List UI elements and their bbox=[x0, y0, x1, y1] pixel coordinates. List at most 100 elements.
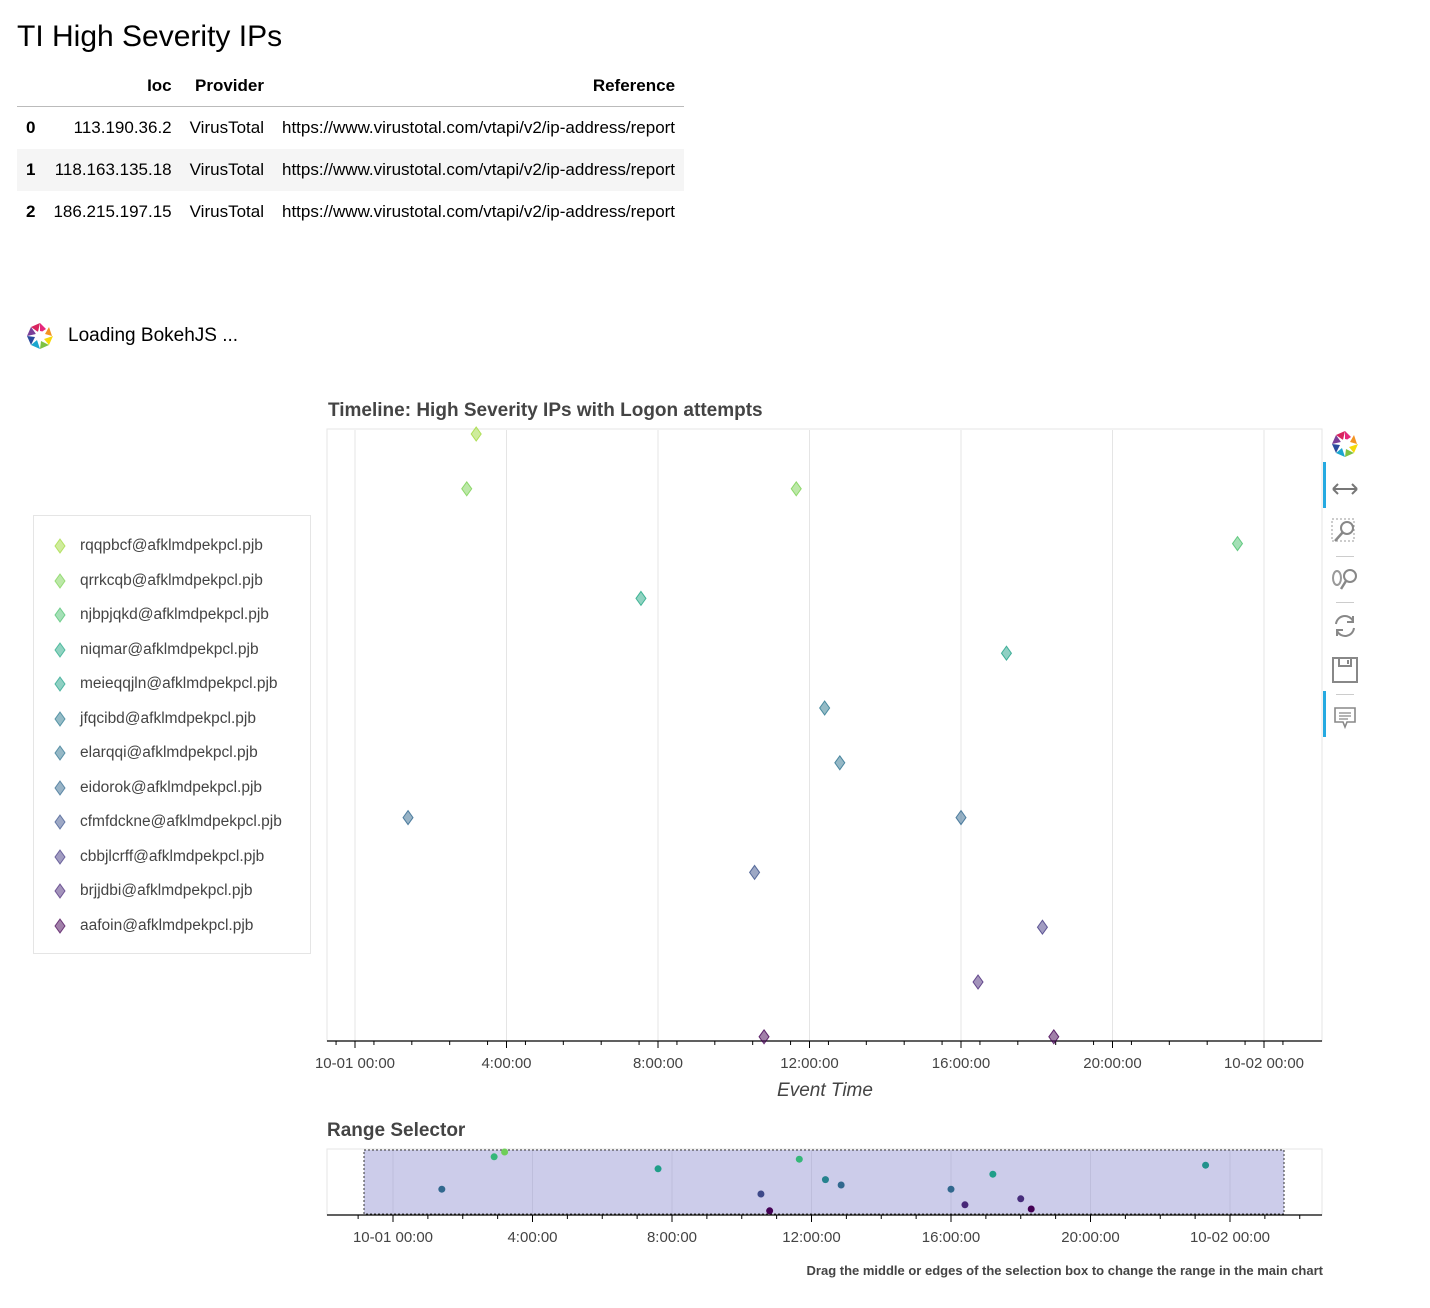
legend-diamond-icon bbox=[54, 814, 66, 830]
range-point bbox=[961, 1201, 969, 1209]
bokeh-logo-icon[interactable] bbox=[1328, 427, 1362, 461]
timeline-point[interactable] bbox=[1231, 535, 1244, 552]
ioc-cell: 113.190.36.2 bbox=[73, 118, 172, 137]
legend-label: eidorok@afklmdpekpcl.pjb bbox=[80, 778, 263, 796]
legend-item[interactable]: cbbjlcrff@afklmdpekpcl.pjb bbox=[54, 847, 264, 867]
provider-cell: VirusTotal bbox=[189, 118, 264, 137]
range-point bbox=[654, 1165, 662, 1173]
legend-label: qrrkcqb@afklmdpekpcl.pjb bbox=[80, 571, 263, 589]
index-header bbox=[17, 66, 45, 107]
timeline-x-tick-label: 8:00:00 bbox=[633, 1055, 683, 1072]
timeline-point[interactable] bbox=[748, 864, 761, 881]
legend-item[interactable]: rqqpbcf@afklmdpekpcl.pjb bbox=[54, 536, 263, 556]
legend-diamond-icon bbox=[54, 538, 66, 554]
save-icon[interactable] bbox=[1328, 653, 1362, 687]
legend-diamond-icon bbox=[54, 883, 66, 899]
reference-cell: https://www.virustotal.com/vtapi/v2/ip-a… bbox=[281, 118, 676, 137]
range-point bbox=[501, 1148, 509, 1156]
ioc-cell: 186.215.197.15 bbox=[53, 202, 172, 221]
range-x-tick-label: 16:00:00 bbox=[922, 1229, 980, 1246]
xpan-icon[interactable] bbox=[1323, 462, 1362, 508]
legend-diamond-icon bbox=[54, 710, 66, 727]
legend-label: njbpjqkd@afklmdpekpcl.pjb bbox=[80, 606, 269, 623]
timeline-point[interactable] bbox=[470, 426, 482, 442]
range-point bbox=[989, 1170, 997, 1178]
timeline-point[interactable] bbox=[819, 700, 831, 716]
legend-item[interactable]: brjjdbi@afklmdpekpcl.pjb bbox=[54, 881, 253, 901]
range-point bbox=[438, 1185, 446, 1193]
table-row: 2 186.215.197.15 VirusTotal https://www.… bbox=[17, 191, 684, 233]
timeline-point[interactable] bbox=[461, 480, 473, 497]
timeline-point[interactable] bbox=[1048, 1028, 1060, 1045]
legend-item[interactable]: njbpjqkd@afklmdpekpcl.pjb bbox=[54, 605, 269, 625]
timeline-x-tick-label: 12:00:00 bbox=[780, 1055, 838, 1072]
timeline-point[interactable] bbox=[1036, 919, 1049, 936]
range-point bbox=[1027, 1205, 1035, 1213]
legend-item[interactable]: meieqqjln@afklmdpekpcl.pjb bbox=[54, 674, 278, 694]
table-row: 1 118.163.135.18 VirusTotal https://www.… bbox=[17, 149, 685, 191]
range-x-tick-label: 10-01 00:00 bbox=[353, 1229, 433, 1246]
legend-diamond-icon bbox=[54, 676, 66, 692]
timeline-title: Timeline: High Severity IPs with Logon a… bbox=[328, 400, 763, 421]
range-x-tick-label: 12:00:00 bbox=[782, 1229, 840, 1246]
range-point bbox=[1202, 1161, 1210, 1169]
timeline-x-tick-label: 10-01 00:00 bbox=[315, 1055, 395, 1072]
range-selector-help-text: Drag the middle or edges of the selectio… bbox=[806, 1263, 1323, 1278]
range-x-tick-label: 20:00:00 bbox=[1061, 1229, 1119, 1246]
ioc-table: Ioc Provider Reference 0 113.190.36.2 Vi… bbox=[17, 66, 685, 233]
legend-item[interactable]: aafoin@afklmdpekpcl.pjb bbox=[54, 916, 253, 936]
legend-label: meieqqjln@afklmdpekpcl.pjb bbox=[80, 675, 278, 692]
table-row: 0 113.190.36.2 VirusTotal https://www.vi… bbox=[17, 107, 684, 150]
reference-cell: https://www.virustotal.com/vtapi/v2/ip-a… bbox=[281, 202, 676, 221]
timeline-x-tick-label: 4:00:00 bbox=[481, 1055, 531, 1072]
provider-cell: VirusTotal bbox=[180, 149, 273, 191]
bokeh-logo-icon bbox=[27, 323, 53, 349]
legend-item[interactable]: qrrkcqb@afklmdpekpcl.pjb bbox=[54, 571, 263, 591]
legend-item[interactable]: jfqcibd@afklmdpekpcl.pjb bbox=[54, 709, 256, 729]
timeline-point[interactable] bbox=[955, 809, 967, 826]
legend-item[interactable]: cfmfdckne@afklmdpekpcl.pjb bbox=[54, 812, 282, 832]
timeline-x-tick-label: 20:00:00 bbox=[1083, 1055, 1141, 1072]
range-point bbox=[947, 1185, 955, 1193]
timeline-point[interactable] bbox=[402, 809, 414, 826]
legend-item[interactable]: elarqqi@afklmdpekpcl.pjb bbox=[54, 743, 258, 763]
timeline-legend[interactable]: rqqpbcf@afklmdpekpcl.pjb qrrkcqb@afklmdpe… bbox=[33, 515, 311, 954]
legend-diamond-icon bbox=[54, 917, 66, 934]
timeline-point[interactable] bbox=[635, 590, 647, 607]
legend-diamond-icon bbox=[54, 848, 66, 865]
timeline-point[interactable] bbox=[758, 1028, 770, 1045]
table-header-row: Ioc Provider Reference bbox=[17, 66, 685, 107]
box-zoom-icon[interactable] bbox=[1328, 515, 1362, 549]
timeline-point[interactable] bbox=[1000, 645, 1013, 662]
hover-icon[interactable] bbox=[1323, 691, 1362, 737]
timeline-plot-frame bbox=[326, 428, 1323, 1042]
timeline-point[interactable] bbox=[790, 480, 802, 497]
bokeh-loading-status: Loading BokehJS ... bbox=[24, 320, 238, 352]
timeline-point[interactable] bbox=[972, 974, 984, 990]
column-header-ioc: Ioc bbox=[44, 66, 181, 107]
legend-label: elarqqi@afklmdpekpcl.pjb bbox=[80, 744, 258, 761]
legend-diamond-icon bbox=[54, 641, 66, 658]
timeline-point[interactable] bbox=[834, 754, 846, 771]
range-selector-title: Range Selector bbox=[327, 1120, 466, 1141]
legend-item[interactable]: eidorok@afklmdpekpcl.pjb bbox=[54, 778, 262, 798]
legend-item[interactable]: niqmar@afklmdpekpcl.pjb bbox=[54, 640, 259, 660]
wheel-zoom-icon[interactable] bbox=[1328, 563, 1362, 597]
legend-label: cbbjlcrff@afklmdpekpcl.pjb bbox=[80, 847, 265, 865]
timeline-x-axis-label: Event Time bbox=[777, 1080, 873, 1101]
legend-diamond-icon bbox=[54, 745, 66, 761]
reset-icon[interactable] bbox=[1328, 609, 1362, 643]
range-point bbox=[1017, 1195, 1025, 1203]
legend-diamond-icon bbox=[54, 572, 66, 589]
legend-label: aafoin@afklmdpekpcl.pjb bbox=[80, 916, 254, 934]
legend-label: rqqpbcf@afklmdpekpcl.pjb bbox=[80, 537, 263, 554]
provider-cell: VirusTotal bbox=[189, 202, 264, 221]
page-title: TI High Severity IPs bbox=[17, 20, 283, 53]
range-x-tick-label: 10-02 00:00 bbox=[1190, 1229, 1270, 1246]
row-index: 0 bbox=[26, 118, 36, 137]
plot-toolbar bbox=[1320, 425, 1370, 755]
legend-label: niqmar@afklmdpekpcl.pjb bbox=[80, 640, 259, 658]
legend-diamond-icon bbox=[54, 607, 66, 623]
range-x-tick-label: 4:00:00 bbox=[507, 1229, 557, 1246]
